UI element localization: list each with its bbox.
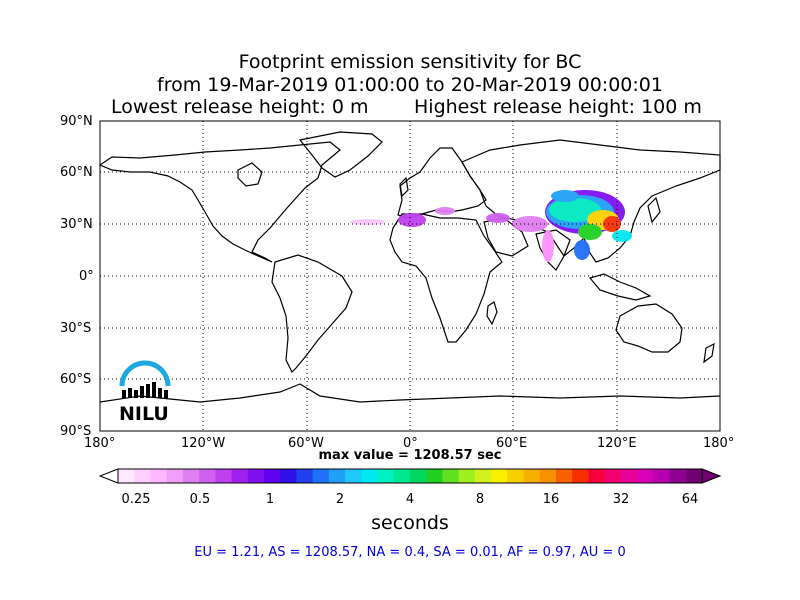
colorbar-tick-0.5: 0.5: [189, 492, 211, 507]
colorbar-cell: [474, 469, 492, 483]
colorbar-cell: [118, 469, 135, 483]
africa-coast: [389, 213, 503, 343]
graticule: [100, 121, 720, 431]
colorbar-tick-16: 16: [542, 492, 560, 507]
plot-title-line1: Footprint emission sensitivity for BC: [238, 51, 582, 73]
southeast-asia-islands: [588, 273, 652, 301]
lat-label-30s: 30°S: [60, 321, 92, 336]
india-coast: [535, 229, 571, 271]
colorbar-cell: [215, 469, 233, 483]
south-america-coast: [271, 254, 353, 374]
lat-label-60s: 60°S: [60, 372, 92, 387]
colorbar-tick-64: 64: [681, 492, 699, 507]
colorbar-cell: [134, 469, 151, 483]
antarctica-coast: [99, 383, 721, 403]
colorbar-cell: [247, 469, 265, 483]
colorbar-cell: [669, 469, 687, 483]
colorbar-cell: [588, 469, 606, 483]
lat-label-90n: 90°N: [60, 114, 93, 129]
colorbar-cell: [458, 469, 476, 483]
colorbar-tick-1: 1: [265, 492, 275, 507]
lowest-release-height: Lowest release height: 0 m: [111, 96, 369, 118]
colorbar-cell: [523, 469, 541, 483]
colorbar-cell: [361, 469, 379, 483]
colorbar-cell: [426, 469, 443, 483]
colorbar-max-arrow: [701, 468, 722, 484]
nilu-logo-text: NILU: [119, 403, 169, 425]
lon-label-0: 0°: [403, 436, 418, 451]
lon-label-60w: 60°W: [288, 436, 324, 451]
lat-label-60n: 60°N: [60, 165, 93, 180]
emission-sensitivity-field: [350, 190, 632, 262]
colorbar-cell: [296, 469, 314, 483]
colorbar-cell: [345, 469, 362, 483]
new-zealand-coast: [703, 342, 715, 364]
lon-label-60e: 60°E: [496, 436, 528, 451]
lon-label-120e: 120°E: [597, 436, 637, 451]
colorbar-tick-4: 4: [405, 492, 415, 507]
nilu-logo-arc: [119, 360, 171, 387]
australia-coast: [615, 303, 683, 353]
colorbar-tick-2: 2: [335, 492, 345, 507]
colorbar-cell: [231, 469, 249, 483]
uk-coast: [399, 176, 409, 198]
madagascar-coast: [486, 301, 498, 326]
max-value-label: max value = 1208.57 sec: [318, 448, 502, 463]
colorbar-cell: [182, 469, 200, 483]
plot-title-line2: from 19-Mar-2019 01:00:00 to 20-Mar-2019…: [157, 74, 663, 96]
colorbar-cell: [328, 469, 346, 483]
lon-label-180e: 180°: [703, 436, 735, 451]
colorbar-cell: [653, 469, 671, 483]
lat-label-30n: 30°N: [60, 217, 93, 232]
highest-release-height: Highest release height: 100 m: [414, 96, 702, 118]
colorbar-tick-8: 8: [475, 492, 485, 507]
lon-label-120w: 120°W: [181, 436, 226, 451]
colorbar-cell: [312, 469, 330, 483]
colorbar-tick-0.25: 0.25: [121, 492, 151, 507]
lon-label-180w: 180°: [84, 436, 116, 451]
colorbar-cell: [199, 469, 216, 483]
colorbar-cell: [539, 469, 557, 483]
colorbar-cell: [572, 469, 589, 483]
colorbar-outline: [117, 468, 703, 484]
colorbar-cell: [393, 469, 411, 483]
world-map: NILU: [98, 120, 721, 432]
colorbar-cell: [377, 469, 395, 483]
regional-totals: EU = 1.21, AS = 1208.57, NA = 0.4, SA = …: [194, 545, 626, 560]
colorbar-cell: [410, 469, 427, 483]
hudson-bay: [237, 162, 263, 187]
greenland-coast: [298, 131, 383, 178]
colorbar-cell: [685, 469, 703, 483]
coastlines: [98, 131, 721, 403]
north-america-coast: [98, 141, 341, 263]
colorbar-cell: [280, 469, 297, 483]
colorbar-units-label: seconds: [371, 512, 449, 534]
colorbar-cell: [166, 469, 184, 483]
colorbar-cell: [620, 469, 638, 483]
nilu-logo: NILU: [119, 360, 171, 425]
colorbar-cell: [491, 469, 508, 483]
colorbar-cell: [556, 469, 573, 483]
colorbar-cell: [150, 469, 168, 483]
colorbar-cell: [507, 469, 525, 483]
lat-label-90s: 90°S: [60, 424, 92, 439]
colorbar-min-arrow: [98, 468, 119, 484]
colorbar-cell: [604, 469, 622, 483]
lat-label-0: 0°: [79, 269, 94, 284]
colorbar-cell: [637, 469, 654, 483]
colorbar-cell: [442, 469, 460, 483]
colorbar-cell: [264, 469, 281, 483]
colorbar-tick-32: 32: [612, 492, 630, 507]
japan-coast: [647, 196, 661, 224]
colorbar-cells: [118, 469, 703, 483]
